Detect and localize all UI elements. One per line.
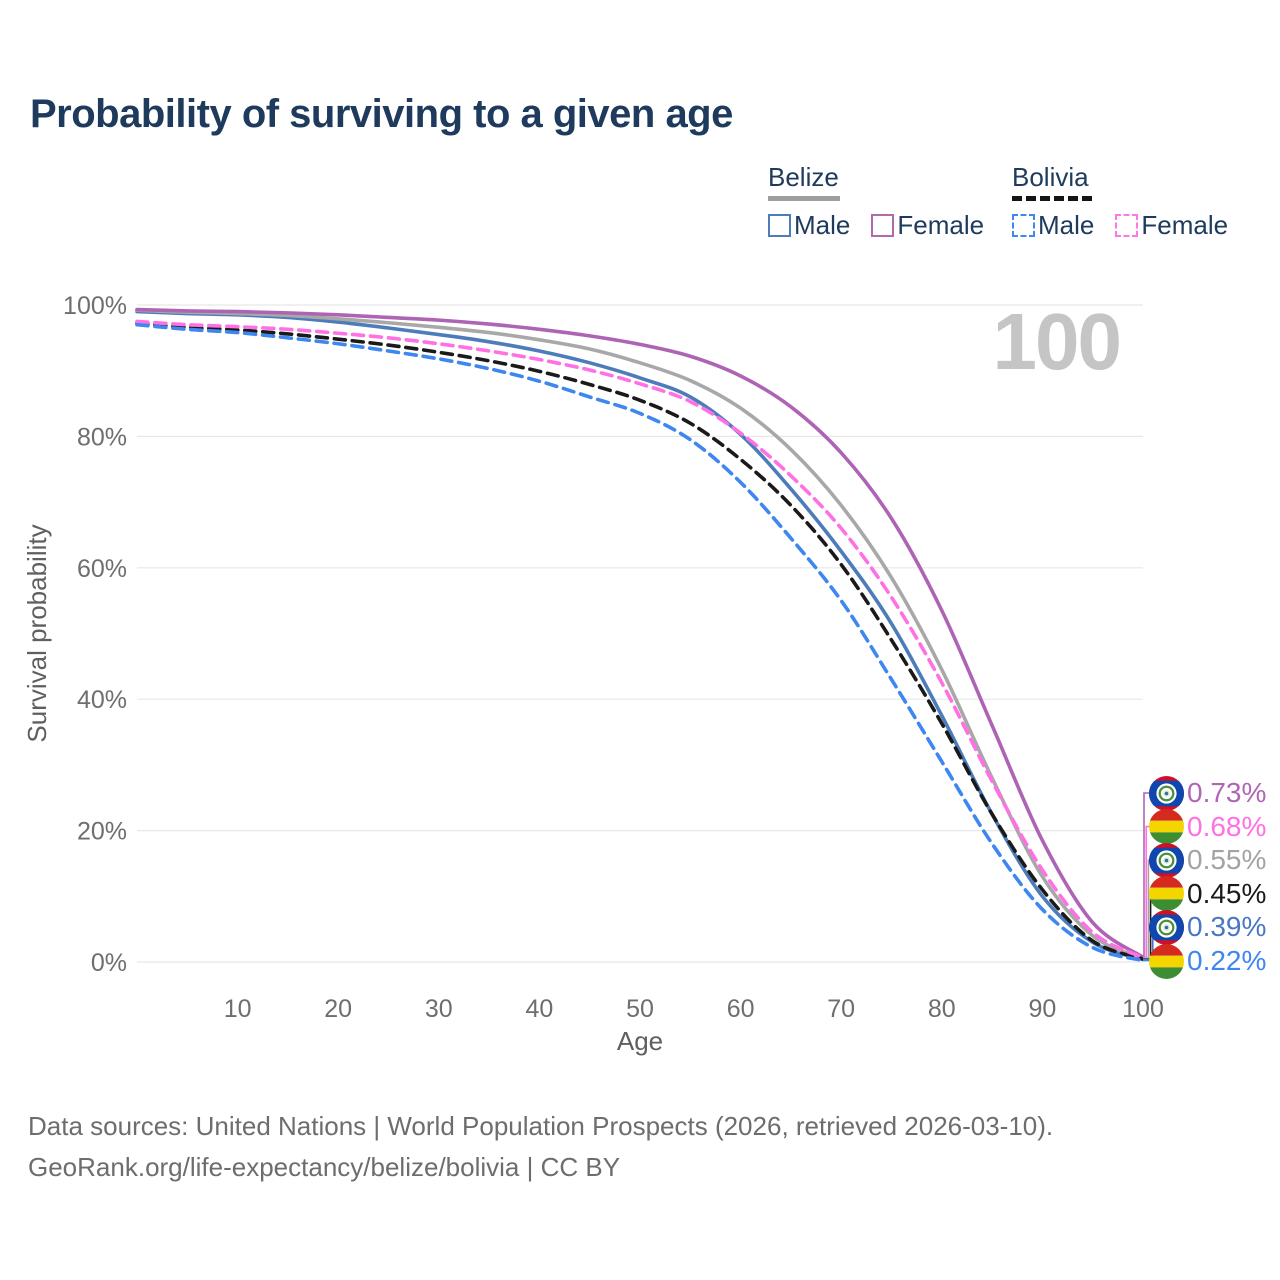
end-label-0.22pct: 0.22% — [1149, 943, 1266, 979]
legend-item-bolivia-female[interactable]: Female — [1115, 210, 1228, 241]
legend-item-label: Male — [1038, 210, 1095, 240]
end-label-value: 0.45% — [1187, 877, 1267, 909]
curve-bolivia — [135, 321, 1145, 961]
legend-item-label: Female — [1141, 210, 1229, 240]
belize-male-swatch-icon — [768, 214, 791, 237]
x-tick-label: 100 — [1122, 995, 1164, 1023]
footer-link[interactable]: GeoRank.org/life-expectancy/belize/boliv… — [28, 1152, 621, 1182]
bolivia-flag-icon — [1149, 876, 1184, 912]
legend-country-belize[interactable]: Belize — [768, 162, 839, 192]
end-label-0.45pct: 0.45% — [1149, 876, 1266, 912]
legend-item-belize-male[interactable]: Male — [768, 210, 850, 241]
belize-flag-icon — [1149, 775, 1184, 811]
curve-bolivia-male — [135, 322, 1145, 963]
y-axis-title: Survival probability — [22, 524, 52, 742]
footer: Data sources: United Nations | World Pop… — [28, 1106, 1053, 1188]
end-label-0.73pct: 0.73% — [1149, 775, 1266, 811]
x-tick-label: 30 — [425, 995, 453, 1023]
end-label-0.68pct: 0.68% — [1149, 809, 1266, 845]
x-tick-label: 60 — [727, 995, 755, 1023]
footer-sources: Data sources: United Nations | World Pop… — [28, 1111, 1054, 1141]
curve-bolivia-female — [135, 319, 1145, 960]
x-tick-label: 50 — [626, 995, 654, 1023]
curve-belize — [135, 308, 1145, 961]
belize-female-swatch-icon — [871, 214, 895, 237]
page-title: Probability of surviving to a given age — [30, 92, 733, 136]
y-tick-label: 0% — [91, 949, 127, 977]
x-tick-label: 90 — [1028, 995, 1056, 1023]
end-label-value: 0.73% — [1187, 777, 1267, 808]
y-tick-label: 80% — [77, 423, 127, 451]
x-tick-label: 70 — [827, 995, 855, 1023]
end-label-value: 0.68% — [1187, 810, 1267, 842]
y-tick-label: 20% — [77, 818, 127, 846]
curve-belize-female — [135, 307, 1145, 960]
end-label-value: 0.22% — [1187, 945, 1267, 976]
x-tick-label: 40 — [525, 995, 553, 1023]
x-tick-label: 20 — [324, 995, 352, 1023]
y-tick-label: 40% — [77, 686, 127, 714]
belize-flag-icon — [1149, 909, 1184, 945]
legend-item-belize-female[interactable]: Female — [871, 210, 984, 241]
belize-flag-icon — [1149, 842, 1184, 878]
y-tick-label: 100% — [63, 292, 127, 320]
end-label-0.39pct: 0.39% — [1149, 909, 1266, 945]
x-axis-title: Age — [617, 1026, 663, 1056]
end-label-0.55pct: 0.55% — [1149, 842, 1266, 878]
x-tick-label: 10 — [224, 995, 252, 1023]
bolivia-male-swatch-icon — [1012, 214, 1035, 237]
bolivia-female-swatch-icon — [1115, 214, 1139, 237]
bolivia-dashed-line-swatch — [1012, 196, 1092, 201]
legend-country-bolivia[interactable]: Bolivia — [1012, 162, 1089, 192]
bolivia-flag-icon — [1149, 943, 1184, 979]
x-tick-label: 80 — [928, 995, 956, 1023]
bolivia-flag-icon — [1149, 809, 1184, 845]
curve-belize-male — [135, 309, 1145, 962]
watermark-age-100: 100 — [992, 297, 1122, 386]
legend-group-belize: Belize Male Female — [768, 163, 984, 241]
legend-item-label: Male — [794, 210, 851, 240]
end-label-value: 0.55% — [1187, 844, 1267, 876]
belize-solid-line-swatch — [768, 196, 840, 201]
legend-item-label: Female — [897, 210, 985, 240]
y-tick-label: 60% — [77, 555, 127, 583]
legend-group-bolivia: Bolivia Male Female — [1012, 163, 1228, 241]
end-label-value: 0.39% — [1187, 911, 1267, 943]
legend-item-bolivia-male[interactable]: Male — [1012, 210, 1094, 241]
